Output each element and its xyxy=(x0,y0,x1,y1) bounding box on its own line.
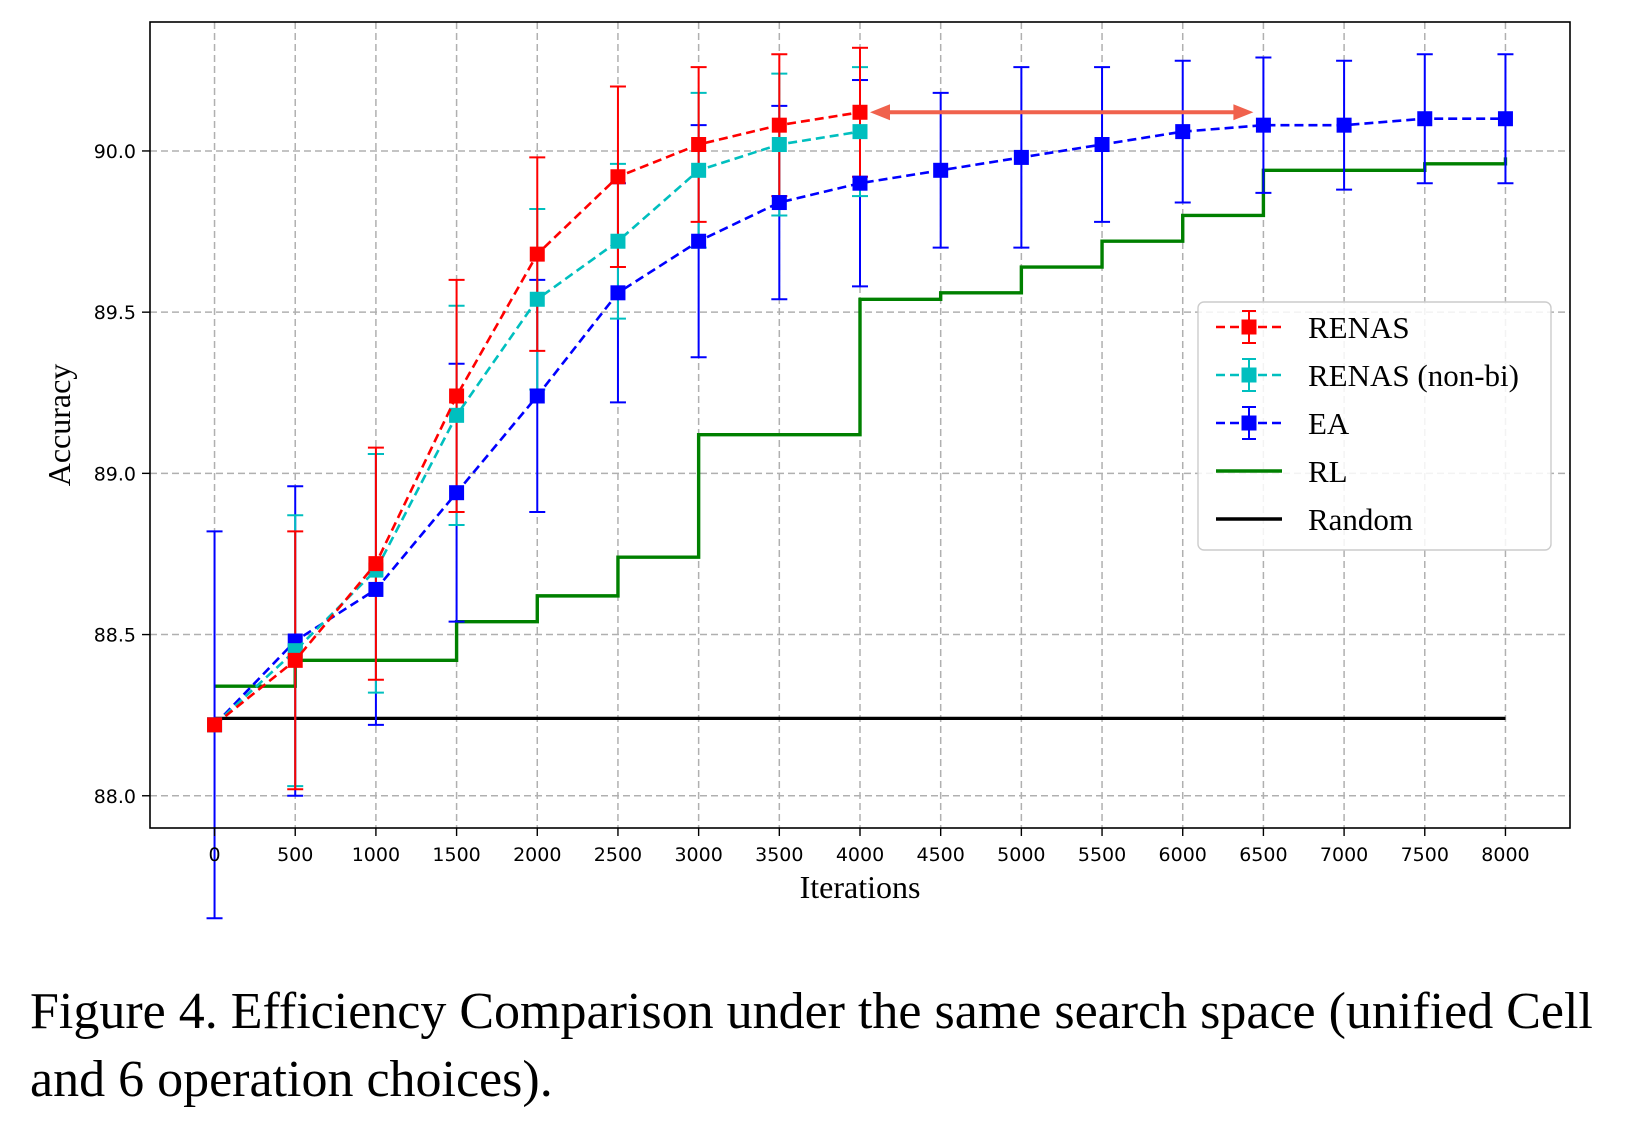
y-axis-label: Accuracy xyxy=(41,364,77,487)
figure-caption: Figure 4. Efficiency Comparison under th… xyxy=(30,983,1593,1108)
data-point-ea xyxy=(1013,149,1029,165)
data-point-ea xyxy=(1094,137,1110,153)
series-line-ea xyxy=(213,117,1506,726)
data-point-renas xyxy=(529,246,545,262)
data-point-ea xyxy=(1175,124,1191,140)
legend-label-ea: EA xyxy=(1308,406,1350,441)
data-point-renas xyxy=(368,556,384,572)
data-point-renas xyxy=(449,388,465,404)
data-point-ea xyxy=(771,195,787,211)
figure-chart: 0 500 1000 1500 2000 2500 3000 3500 4000 4500 5000… xyxy=(41,21,1571,920)
x-tick-label: 1500 xyxy=(432,844,480,866)
x-tick-label: 1000 xyxy=(352,844,400,866)
data-point-ea xyxy=(933,162,949,178)
x-tick-label: 4000 xyxy=(836,844,884,866)
x-tick-label: 7000 xyxy=(1320,844,1368,866)
annotation-double-arrow xyxy=(870,104,1254,121)
errorbars-renas-non-bi xyxy=(287,66,868,788)
data-point-renas xyxy=(771,117,787,133)
data-point-ea xyxy=(529,388,545,404)
x-tick-label: 5000 xyxy=(997,844,1045,866)
legend-marker xyxy=(1241,319,1257,335)
data-point-ea xyxy=(1497,111,1513,127)
data-point-ea xyxy=(1336,117,1352,133)
x-tick-label: 5500 xyxy=(1078,844,1126,866)
data-point-renas-non-bi xyxy=(691,162,707,178)
data-point-renas xyxy=(287,652,303,668)
x-tick-label: 3500 xyxy=(755,844,803,866)
data-point-ea xyxy=(691,233,707,249)
legend-label-renas: RENAS xyxy=(1308,310,1410,345)
x-tick-label: 2500 xyxy=(594,844,642,866)
data-point-ea xyxy=(368,581,384,597)
arrow-head-left xyxy=(870,104,890,121)
y-tick-label: 88.0 xyxy=(94,786,136,808)
x-tick-label: 500 xyxy=(277,844,313,866)
x-tick-label: 3000 xyxy=(674,844,722,866)
data-point-renas-non-bi xyxy=(771,137,787,153)
data-point-renas xyxy=(852,104,868,120)
data-point-ea xyxy=(852,175,868,191)
y-tick-label: 90.0 xyxy=(94,141,136,163)
legend-label-rl: RL xyxy=(1308,454,1348,489)
x-tick-label: 6000 xyxy=(1159,844,1207,866)
errorbars-renas xyxy=(287,46,868,791)
x-tick-label: 8000 xyxy=(1481,844,1529,866)
data-point-renas xyxy=(207,717,223,733)
plot-area xyxy=(206,46,1514,920)
x-tick-label: 7500 xyxy=(1401,844,1449,866)
x-axis-label: Iterations xyxy=(800,869,921,905)
legend-marker xyxy=(1241,415,1257,431)
data-point-renas xyxy=(610,169,626,185)
legend: RENAS RENAS (non-bi) EA RL Random xyxy=(1197,301,1552,551)
x-tick-label: 6500 xyxy=(1239,844,1287,866)
data-point-renas xyxy=(691,137,707,153)
y-tick-label: 89.0 xyxy=(94,463,136,485)
data-point-ea xyxy=(1255,117,1271,133)
axis-ticks: 0 500 1000 1500 2000 2500 3000 3500 4000 4500 5000… xyxy=(94,141,1530,866)
x-tick-label: 2000 xyxy=(513,844,561,866)
data-point-ea xyxy=(449,485,465,501)
legend-label-renas-nonbi: RENAS (non-bi) xyxy=(1308,358,1519,393)
arrow-head-right xyxy=(1233,104,1254,121)
data-point-renas-non-bi xyxy=(852,124,868,140)
data-point-ea xyxy=(1417,111,1433,127)
y-tick-label: 88.5 xyxy=(94,625,136,647)
legend-handle-ea xyxy=(1216,406,1282,440)
data-point-renas-non-bi xyxy=(610,233,626,249)
legend-handle-renas xyxy=(1216,310,1282,344)
x-tick-label: 4500 xyxy=(917,844,965,866)
y-tick-label: 89.5 xyxy=(94,302,136,324)
data-point-ea xyxy=(610,285,626,301)
legend-label-random: Random xyxy=(1308,502,1413,537)
data-point-renas-non-bi xyxy=(529,291,545,307)
legend-handle-renas-non-bi xyxy=(1216,358,1282,392)
legend-marker xyxy=(1241,367,1257,383)
legend-box xyxy=(1197,301,1552,551)
x-tick-label: 0 xyxy=(208,844,220,866)
data-point-renas-non-bi xyxy=(449,407,465,423)
